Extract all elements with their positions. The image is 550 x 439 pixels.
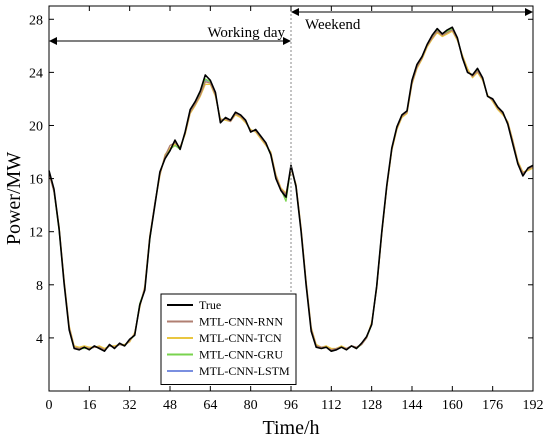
annotation-weekend: Weekend	[305, 17, 361, 33]
x-tick-label: 176	[482, 398, 503, 413]
y-axis-title: Power/MW	[3, 152, 25, 245]
legend-label-0: True	[199, 298, 221, 312]
x-tick-label: 160	[442, 398, 463, 413]
x-tick-label: 48	[163, 398, 177, 413]
x-tick-label: 64	[203, 398, 217, 413]
legend: True MTL-CNN-RNN MTL-CNN-TCN MTL-CNN-GRU MTL…	[160, 293, 297, 385]
y-tick-label: 12	[29, 226, 43, 241]
legend-label-2: MTL-CNN-TCN	[199, 331, 282, 345]
x-tick-label: 128	[361, 398, 382, 413]
y-tick-label: 20	[29, 119, 43, 134]
x-tick-label: 96	[284, 398, 298, 413]
x-axis-title: Time/h	[262, 417, 319, 439]
axis-ticks: 0 16 32 48 64 80 96 112 128 144 160 176 192481216202…	[29, 6, 544, 413]
annotation-working-day: Working day	[207, 25, 285, 41]
x-tick-label: 112	[321, 398, 341, 413]
legend-label-1: MTL-CNN-RNN	[199, 315, 283, 329]
y-tick-label: 4	[36, 332, 43, 347]
x-tick-label: 16	[82, 398, 96, 413]
y-tick-label: 16	[29, 173, 43, 188]
x-tick-label: 32	[123, 398, 137, 413]
legend-label-3: MTL-CNN-GRU	[199, 348, 283, 362]
y-tick-label: 24	[29, 66, 43, 81]
annotations: Working day Weekend	[49, 8, 533, 45]
x-tick-label: 192	[523, 398, 544, 413]
y-tick-label: 8	[36, 279, 43, 294]
series-line-0	[48, 26, 534, 353]
x-tick-label: 80	[244, 398, 258, 413]
legend-box	[160, 293, 297, 385]
series-group	[48, 26, 534, 353]
x-tick-label: 0	[46, 398, 53, 413]
x-tick-label: 144	[402, 398, 423, 413]
legend-label-4: MTL-CNN-LSTM	[199, 364, 290, 378]
y-tick-label: 28	[29, 13, 43, 28]
